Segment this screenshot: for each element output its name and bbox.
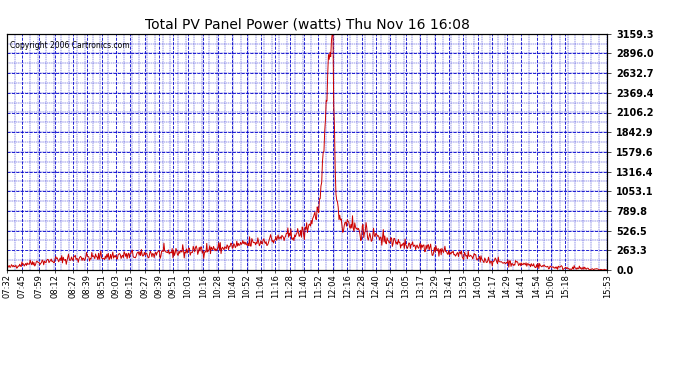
Text: Copyright 2006 Cartronics.com: Copyright 2006 Cartronics.com (10, 41, 130, 50)
Title: Total PV Panel Power (watts) Thu Nov 16 16:08: Total PV Panel Power (watts) Thu Nov 16 … (145, 17, 469, 31)
